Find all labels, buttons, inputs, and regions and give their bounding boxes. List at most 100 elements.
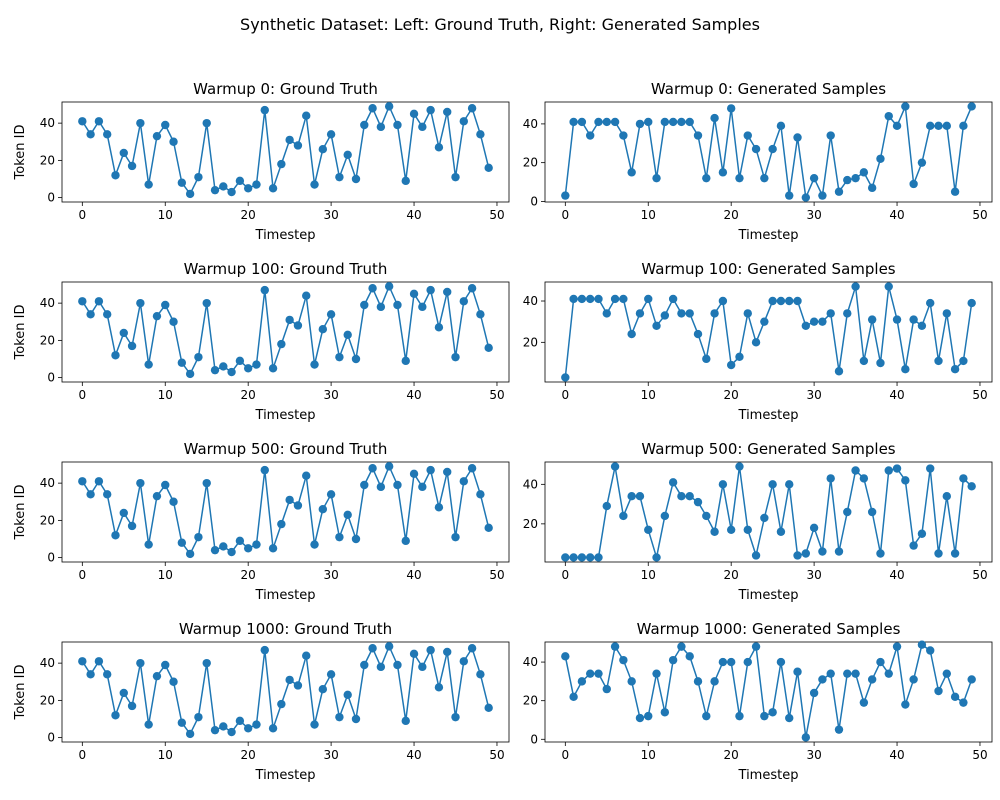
x-tick-label: 10 bbox=[641, 208, 656, 222]
x-tick-label: 30 bbox=[323, 748, 338, 762]
data-point bbox=[310, 540, 319, 549]
data-point bbox=[277, 159, 286, 169]
data-point bbox=[169, 497, 178, 506]
data-point bbox=[285, 675, 294, 685]
data-point bbox=[103, 130, 112, 139]
data-point bbox=[318, 505, 328, 514]
data-point bbox=[685, 117, 694, 127]
data-point bbox=[934, 356, 943, 366]
data-point bbox=[652, 321, 661, 330]
data-point bbox=[302, 291, 311, 300]
data-point bbox=[401, 536, 410, 546]
data-point bbox=[702, 354, 711, 364]
data-point bbox=[768, 296, 777, 306]
y-tick-label: 40 bbox=[40, 296, 55, 310]
data-point bbox=[801, 549, 811, 558]
data-point bbox=[859, 356, 869, 366]
x-tick-label: 0 bbox=[78, 208, 86, 222]
x-tick-label: 20 bbox=[241, 388, 256, 402]
data-point bbox=[876, 154, 885, 163]
data-point bbox=[409, 289, 419, 299]
data-point bbox=[268, 184, 278, 193]
data-point bbox=[393, 480, 402, 490]
subplot-5: Warmup 500: Generated Samples 0 10 20 30 40 50… bbox=[523, 440, 993, 603]
data-point bbox=[677, 642, 686, 651]
data-point bbox=[619, 131, 628, 140]
x-axis-label: Timestep bbox=[255, 768, 316, 783]
data-point bbox=[644, 294, 653, 304]
data-point bbox=[586, 131, 595, 140]
data-point bbox=[635, 713, 645, 723]
data-point bbox=[660, 708, 670, 717]
data-point bbox=[743, 131, 752, 140]
y-axis-label: Token ID bbox=[13, 305, 28, 361]
data-point bbox=[693, 329, 703, 339]
data-point bbox=[668, 478, 678, 487]
data-point bbox=[127, 701, 137, 711]
subplot-1: Warmup 0: Generated Samples 0 10 20 30 40 50 0 2… bbox=[523, 80, 993, 243]
y-axis-label: Token ID bbox=[13, 125, 28, 181]
data-point bbox=[851, 173, 860, 183]
y-tick-label: 20 bbox=[523, 517, 538, 531]
data-point bbox=[376, 662, 386, 672]
data-point bbox=[219, 542, 228, 551]
data-point bbox=[586, 553, 595, 562]
data-point bbox=[243, 364, 253, 373]
data-point bbox=[602, 309, 611, 318]
data-point bbox=[967, 675, 976, 684]
data-point bbox=[368, 104, 377, 113]
data-point bbox=[318, 145, 328, 154]
data-point bbox=[751, 144, 761, 154]
data-point bbox=[459, 657, 468, 666]
data-point bbox=[718, 657, 728, 667]
x-tick-label: 10 bbox=[158, 208, 173, 222]
data-point bbox=[94, 117, 104, 126]
data-point bbox=[677, 117, 686, 127]
data-point bbox=[302, 471, 311, 480]
data-point bbox=[743, 525, 752, 534]
data-point bbox=[161, 120, 170, 130]
data-point bbox=[360, 300, 369, 310]
data-point bbox=[277, 519, 286, 529]
data-point bbox=[652, 669, 661, 678]
data-point bbox=[768, 708, 777, 717]
data-point bbox=[594, 553, 603, 562]
data-point bbox=[210, 365, 220, 375]
data-point bbox=[111, 171, 120, 180]
data-point bbox=[136, 298, 145, 308]
data-point bbox=[843, 175, 852, 185]
data-point bbox=[785, 713, 794, 723]
data-point bbox=[434, 503, 444, 512]
data-point bbox=[177, 538, 187, 547]
data-point bbox=[826, 474, 835, 483]
data-point bbox=[161, 660, 170, 670]
data-point bbox=[867, 183, 877, 193]
data-point bbox=[426, 285, 435, 295]
x-tick-label: 20 bbox=[724, 208, 739, 222]
x-tick-label: 50 bbox=[972, 208, 987, 222]
data-point bbox=[169, 317, 178, 326]
data-point bbox=[293, 501, 303, 510]
data-point bbox=[751, 338, 761, 347]
subplot-title: Warmup 100: Generated Samples bbox=[641, 260, 895, 278]
data-point bbox=[619, 294, 628, 304]
data-point bbox=[268, 724, 278, 733]
data-point bbox=[177, 178, 187, 187]
data-point bbox=[484, 703, 493, 713]
data-point bbox=[119, 508, 128, 518]
data-point bbox=[785, 191, 794, 200]
x-tick-label: 50 bbox=[972, 568, 987, 582]
data-point bbox=[851, 466, 860, 475]
data-point bbox=[310, 360, 319, 369]
data-point bbox=[227, 547, 236, 557]
data-point bbox=[917, 321, 927, 330]
data-point bbox=[652, 553, 661, 562]
x-axis-label: Timestep bbox=[255, 228, 316, 243]
data-point bbox=[302, 111, 311, 120]
data-point bbox=[103, 490, 112, 499]
data-point bbox=[393, 300, 402, 310]
data-point bbox=[136, 478, 145, 488]
axes-frame bbox=[61, 461, 510, 563]
data-point bbox=[635, 119, 645, 129]
